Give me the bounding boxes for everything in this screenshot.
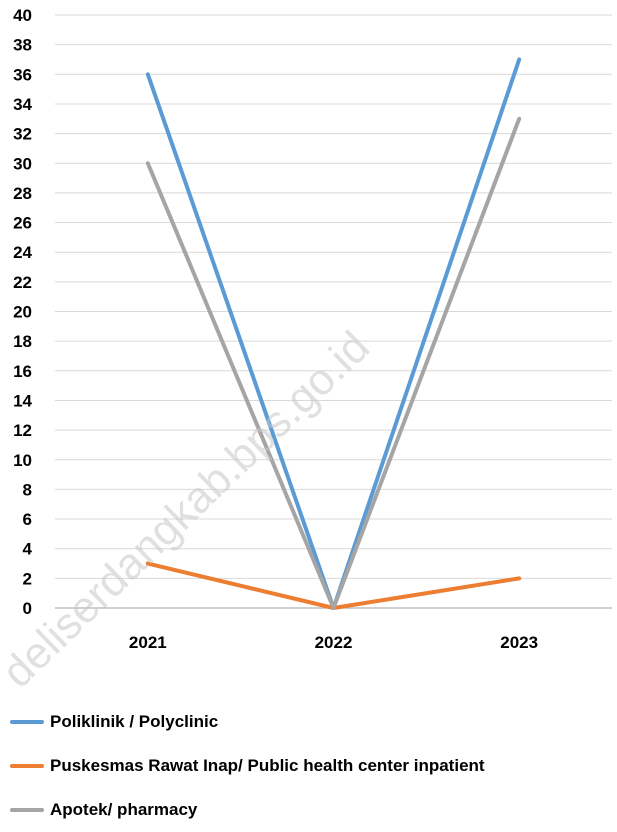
y-tick-label-4: 4 (23, 540, 33, 559)
legend: Poliklinik / Polyclinic Puskesmas Rawat … (10, 700, 610, 832)
legend-label-pharmacy: Apotek/ pharmacy (50, 800, 198, 819)
y-tick-label-30: 30 (13, 154, 32, 173)
x-axis-ticks: 2021 2022 2023 (129, 633, 538, 652)
y-tick-label-8: 8 (23, 480, 32, 499)
y-tick-label-24: 24 (13, 243, 32, 262)
series-line-1 (145, 561, 522, 610)
legend-item-polyclinic: Poliklinik / Polyclinic (10, 700, 610, 744)
legend-label-inpatient: Puskesmas Rawat Inap/ Public health cent… (50, 756, 485, 775)
y-tick-label-16: 16 (13, 362, 32, 381)
legend-swatch-pharmacy (10, 808, 44, 812)
y-tick-label-36: 36 (13, 65, 32, 84)
x-tick-label-2023: 2023 (500, 633, 538, 652)
y-tick-label-32: 32 (13, 125, 32, 144)
series-line-0 (145, 57, 522, 610)
y-tick-label-12: 12 (13, 421, 32, 440)
y-tick-label-26: 26 (13, 214, 32, 233)
legend-item-inpatient: Puskesmas Rawat Inap/ Public health cent… (10, 744, 610, 788)
y-tick-label-40: 40 (13, 6, 32, 25)
gridlines (55, 14, 612, 579)
series-line-2 (145, 116, 522, 610)
y-tick-label-38: 38 (13, 36, 32, 55)
x-tick-label-2021: 2021 (129, 633, 167, 652)
y-tick-label-2: 2 (23, 569, 32, 588)
x-tick-label-2022: 2022 (315, 633, 353, 652)
legend-swatch-polyclinic (10, 720, 44, 724)
y-tick-label-14: 14 (13, 391, 32, 410)
series-lines (145, 57, 522, 610)
legend-swatch-inpatient (10, 764, 44, 768)
y-tick-label-0: 0 (23, 599, 32, 618)
y-tick-label-18: 18 (13, 332, 32, 351)
legend-label-polyclinic: Poliklinik / Polyclinic (50, 712, 219, 731)
y-tick-label-6: 6 (23, 510, 32, 529)
y-tick-label-20: 20 (13, 303, 32, 322)
y-tick-label-10: 10 (13, 451, 32, 470)
y-tick-label-22: 22 (13, 273, 32, 292)
y-tick-label-34: 34 (13, 95, 32, 114)
y-tick-label-28: 28 (13, 184, 32, 203)
legend-item-pharmacy: Apotek/ pharmacy (10, 788, 610, 832)
